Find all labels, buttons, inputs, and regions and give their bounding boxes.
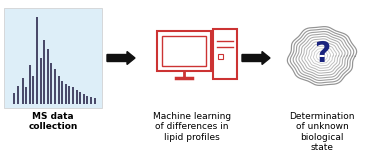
Bar bbox=[58, 76, 59, 104]
Text: ?: ? bbox=[314, 40, 330, 68]
FancyBboxPatch shape bbox=[157, 31, 211, 71]
Bar bbox=[72, 87, 74, 104]
Bar bbox=[76, 90, 77, 104]
Bar bbox=[43, 40, 45, 104]
Bar bbox=[40, 58, 41, 104]
Bar bbox=[94, 97, 95, 104]
FancyBboxPatch shape bbox=[4, 8, 102, 108]
Text: Determination
of unknown
biological
state: Determination of unknown biological stat… bbox=[289, 112, 355, 152]
Bar bbox=[83, 94, 85, 104]
FancyArrow shape bbox=[107, 51, 135, 64]
Bar bbox=[86, 96, 88, 104]
Bar bbox=[90, 97, 92, 104]
FancyArrow shape bbox=[242, 51, 270, 64]
FancyBboxPatch shape bbox=[213, 29, 237, 79]
Bar bbox=[61, 81, 63, 104]
Bar bbox=[218, 54, 223, 59]
Text: MS data
collection: MS data collection bbox=[28, 112, 78, 131]
Bar bbox=[12, 93, 15, 104]
FancyBboxPatch shape bbox=[162, 36, 206, 66]
Bar bbox=[32, 76, 34, 104]
Bar bbox=[36, 17, 38, 104]
Text: Machine learning
of differences in
lipid profiles: Machine learning of differences in lipid… bbox=[153, 112, 231, 142]
Bar bbox=[29, 65, 31, 104]
Bar bbox=[65, 84, 67, 104]
Bar bbox=[17, 86, 19, 104]
Bar bbox=[22, 78, 23, 104]
Bar bbox=[68, 86, 70, 104]
Bar bbox=[50, 63, 52, 104]
Bar bbox=[25, 87, 27, 104]
Bar bbox=[54, 69, 56, 104]
Bar bbox=[47, 49, 49, 104]
Bar bbox=[79, 92, 81, 104]
